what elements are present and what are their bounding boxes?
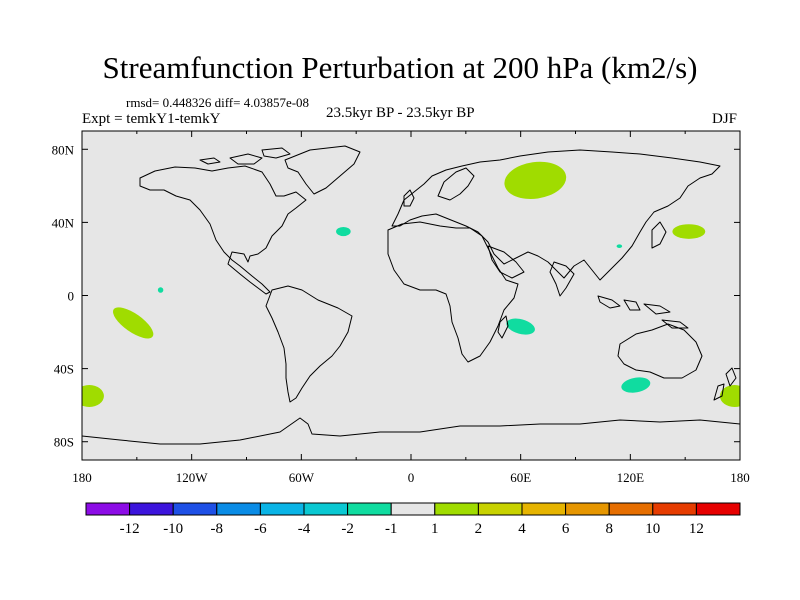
experiment-label: Expt = temkY1-temkY	[82, 111, 221, 127]
colorbar-box	[303, 502, 349, 516]
colorbar-box	[695, 502, 741, 516]
coast-antarctica	[82, 417, 740, 445]
lat-tick-label: 40S	[54, 362, 74, 377]
colorbar-box	[434, 502, 479, 516]
anomaly-central-pacific	[157, 287, 164, 293]
colorbar-label: 8	[605, 521, 613, 537]
colorbar-box	[390, 502, 436, 516]
coast-japan	[651, 221, 667, 249]
coast-greenland	[284, 145, 361, 195]
coast-australia	[617, 323, 703, 379]
coast-africa	[387, 221, 519, 363]
colorbar-label: -8	[211, 521, 224, 537]
stats-label: rmsd= 0.448326 diff= 4.03857e-08	[126, 95, 310, 110]
colorbar-box	[172, 502, 218, 516]
anomaly-siberia	[504, 161, 567, 199]
lon-tick-label: 180	[730, 470, 750, 485]
coast-south-america	[265, 285, 353, 403]
anomaly-korea	[616, 244, 623, 248]
colorbar-label: -4	[298, 521, 311, 537]
lon-tick-label: 60E	[510, 470, 531, 485]
coast-britain	[403, 189, 415, 207]
colorbar-box	[259, 502, 305, 516]
coast-arctic-islands	[199, 147, 291, 165]
anomaly-southern-ocean-west	[82, 385, 104, 407]
anomaly-southern-ocean-east	[719, 385, 740, 407]
colorbar-label: -10	[163, 521, 183, 537]
colorbar-box	[129, 502, 174, 516]
map-background	[82, 131, 740, 460]
coastlines	[82, 145, 740, 445]
colorbar-box	[347, 502, 392, 516]
colorbar-box	[85, 502, 131, 516]
colorbar-label: 12	[689, 521, 704, 537]
coast-india	[549, 261, 575, 297]
coast-madagascar	[497, 315, 509, 339]
lon-tick-label: 120W	[176, 470, 209, 485]
colorbar-label: -2	[341, 521, 354, 537]
anomaly-north-pacific-west	[672, 224, 706, 239]
colorbar-label: 4	[518, 521, 526, 537]
colorbar-label: -1	[385, 521, 398, 537]
coast-new-zealand	[713, 367, 737, 401]
colorbar-label: 2	[475, 521, 483, 537]
colorbar-box	[565, 502, 610, 516]
colorbar-label: 1	[431, 521, 439, 537]
lon-tick-label: 0	[408, 470, 415, 485]
lon-tick-label: 120E	[617, 470, 645, 485]
lat-tick-label: 40N	[52, 215, 75, 230]
lat-tick-label: 0	[68, 289, 75, 304]
coast-scandinavia	[437, 167, 475, 201]
period-label: 23.5kyr BP - 23.5kyr BP	[326, 105, 475, 121]
colorbar: -12 -10 -8 -6 -4 -2 -1 1 2 4 6 8 10 12	[85, 502, 741, 537]
lat-tick-label: 80N	[52, 142, 75, 157]
colorbar-box	[608, 502, 654, 516]
coast-indonesia	[597, 295, 689, 329]
colorbar-box	[521, 502, 567, 516]
plot-title: Streamfunction Perturbation at 200 hPa (…	[102, 50, 698, 85]
colorbar-label: -6	[254, 521, 267, 537]
coast-arabia	[487, 245, 525, 279]
anomaly-madagascar	[506, 318, 535, 335]
colorbar-label: 10	[645, 521, 660, 537]
lon-tick-label: 180	[72, 470, 92, 485]
lat-tick-label: 80S	[54, 435, 74, 450]
anomaly-layer	[82, 161, 740, 407]
coast-eurasia	[391, 149, 721, 281]
anomaly-south-pacific	[113, 307, 154, 339]
colorbar-box	[652, 502, 697, 516]
colorbar-box	[477, 502, 523, 516]
coast-north-america	[139, 165, 307, 295]
colorbar-box	[216, 502, 261, 516]
colorbar-label: 6	[562, 521, 570, 537]
anomaly-north-atlantic	[336, 226, 351, 237]
anomaly-south-indian	[621, 377, 651, 393]
axis-ticks: 180 120W 60W 0 60E 120E 180 80N 40N 0 40S 80S	[52, 131, 750, 485]
lon-tick-label: 60W	[289, 470, 315, 485]
season-label: DJF	[712, 111, 738, 127]
colorbar-label: -12	[120, 521, 140, 537]
